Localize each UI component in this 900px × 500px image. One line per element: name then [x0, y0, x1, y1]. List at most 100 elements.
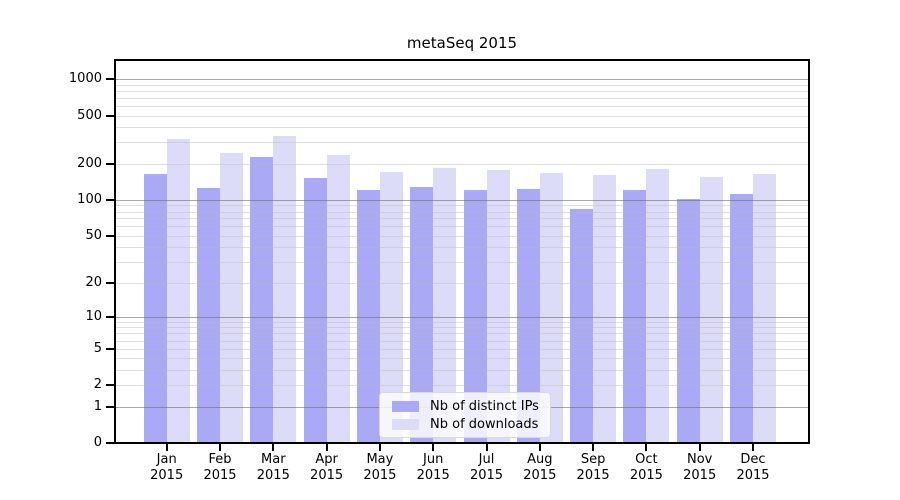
- y-tick-mark: [106, 234, 114, 237]
- x-tick-year: 2015: [256, 468, 290, 483]
- legend: Nb of distinct IPs Nb of downloads: [379, 392, 551, 438]
- minor-gridline: [114, 385, 810, 387]
- bar-nb-of-distinct-ips-apr: [303, 178, 327, 444]
- minor-gridline: [114, 211, 810, 213]
- y-tick-label: 200: [77, 155, 102, 171]
- major-gridline: [114, 316, 810, 318]
- y-tick-mark: [106, 78, 114, 80]
- legend-label-downloads: Nb of downloads: [430, 416, 539, 432]
- minor-gridline: [114, 205, 810, 207]
- bar-nb-of-distinct-ips-aug: [516, 189, 540, 444]
- x-tick-label: Jan 2015: [135, 452, 199, 484]
- x-tick-year: 2015: [576, 468, 610, 483]
- bar-nb-of-distinct-ips-feb: [197, 187, 220, 444]
- bar-nb-of-downloads-sep: [593, 175, 617, 444]
- x-tick-year: 2015: [683, 468, 717, 483]
- x-tick-mark: [432, 444, 435, 451]
- minor-gridline: [114, 90, 810, 92]
- y-tick-label: 5: [93, 340, 102, 356]
- minor-gridline: [114, 115, 810, 117]
- x-tick-label: Aug 2015: [508, 452, 572, 484]
- y-tick-label: 10: [85, 308, 102, 324]
- bar-nb-of-downloads-nov: [699, 176, 723, 444]
- y-tick-mark: [106, 281, 114, 284]
- minor-gridline: [114, 218, 810, 220]
- y-tick-mark: [106, 114, 114, 117]
- x-tick-month: Aug: [527, 452, 553, 467]
- y-tick-label: 50: [85, 227, 102, 243]
- y-tick-label: 1000: [68, 71, 102, 86]
- bar-nb-of-downloads-oct: [646, 168, 670, 444]
- minor-gridline: [114, 321, 810, 323]
- minor-gridline: [114, 97, 810, 99]
- x-tick-mark: [219, 444, 221, 451]
- x-tick-label: Jun 2015: [401, 452, 465, 484]
- y-tick-mark: [106, 405, 114, 408]
- minor-gridline: [114, 247, 810, 249]
- y-tick-mark: [106, 347, 114, 350]
- bar-nb-of-distinct-ips-dec: [730, 193, 753, 444]
- minor-gridline: [114, 340, 810, 342]
- bar-nb-of-downloads-aug: [539, 173, 563, 444]
- bar-nb-of-downloads-jan: [166, 138, 190, 444]
- x-tick-mark: [592, 444, 595, 451]
- legend-label-distinct-ips: Nb of distinct IPs: [430, 398, 539, 414]
- x-tick-month: Jun: [423, 452, 444, 467]
- minor-gridline: [114, 235, 810, 237]
- x-tick-year: 2015: [736, 468, 770, 483]
- x-tick-year: 2015: [363, 468, 397, 483]
- x-tick-month: Jan: [156, 452, 177, 467]
- x-tick-label: Sep 2015: [561, 452, 625, 484]
- y-tick-label: 0: [93, 435, 102, 450]
- x-tick-year: 2015: [416, 468, 450, 483]
- bar-nb-of-downloads-jun: [433, 167, 457, 444]
- y-tick-label: 20: [85, 274, 102, 290]
- minor-gridline: [114, 348, 810, 350]
- x-tick-mark: [538, 444, 541, 451]
- y-tick-mark: [106, 198, 114, 201]
- x-tick-month: Oct: [635, 452, 658, 467]
- legend-swatch-distinct-ips-icon: [392, 400, 419, 412]
- x-tick-year: 2015: [629, 468, 663, 483]
- x-tick-mark: [698, 444, 701, 451]
- minor-gridline: [114, 105, 810, 107]
- y-tick-label: 500: [77, 107, 102, 123]
- y-tick-label: 1: [93, 398, 102, 414]
- x-tick-mark: [325, 444, 328, 451]
- minor-gridline: [114, 226, 810, 228]
- minor-gridline: [114, 370, 810, 371]
- minor-gridline: [114, 163, 810, 165]
- y-tick-label: 2: [93, 377, 102, 393]
- x-tick-label: Oct 2015: [614, 452, 678, 484]
- bar-nb-of-distinct-ips-sep: [570, 208, 594, 444]
- y-tick-mark: [106, 162, 114, 165]
- legend-swatch-downloads-icon: [392, 418, 419, 430]
- bar-nb-of-downloads-apr: [326, 154, 350, 444]
- minor-gridline: [114, 142, 810, 144]
- x-tick-year: 2015: [469, 468, 504, 483]
- bar-nb-of-downloads-dec: [753, 173, 776, 444]
- minor-gridline: [114, 333, 810, 335]
- x-tick-month: Feb: [208, 452, 232, 467]
- minor-gridline: [114, 327, 810, 329]
- minor-gridline: [114, 127, 810, 129]
- x-tick-month: Dec: [740, 452, 766, 467]
- x-tick-year: 2015: [310, 468, 344, 483]
- bar-nb-of-distinct-ips-jun: [410, 187, 434, 444]
- x-tick-label: Mar 2015: [241, 452, 305, 484]
- gridlines-layer: [114, 59, 810, 444]
- y-tick-mark: [106, 384, 114, 387]
- bar-nb-of-distinct-ips-jan: [143, 173, 167, 444]
- x-tick-month: May: [366, 452, 394, 467]
- bar-nb-of-downloads-jul: [486, 170, 510, 444]
- bar-nb-of-downloads-feb: [220, 152, 243, 444]
- x-tick-month: Nov: [687, 452, 713, 467]
- x-tick-label: May 2015: [348, 452, 412, 484]
- x-tick-label: Apr 2015: [295, 452, 359, 484]
- minor-gridline: [114, 282, 810, 284]
- chart-title: metaSeq 2015: [406, 34, 518, 52]
- minor-gridline: [114, 358, 810, 360]
- y-tick-label: 100: [77, 191, 102, 207]
- bar-nb-of-downloads-mar: [273, 136, 297, 444]
